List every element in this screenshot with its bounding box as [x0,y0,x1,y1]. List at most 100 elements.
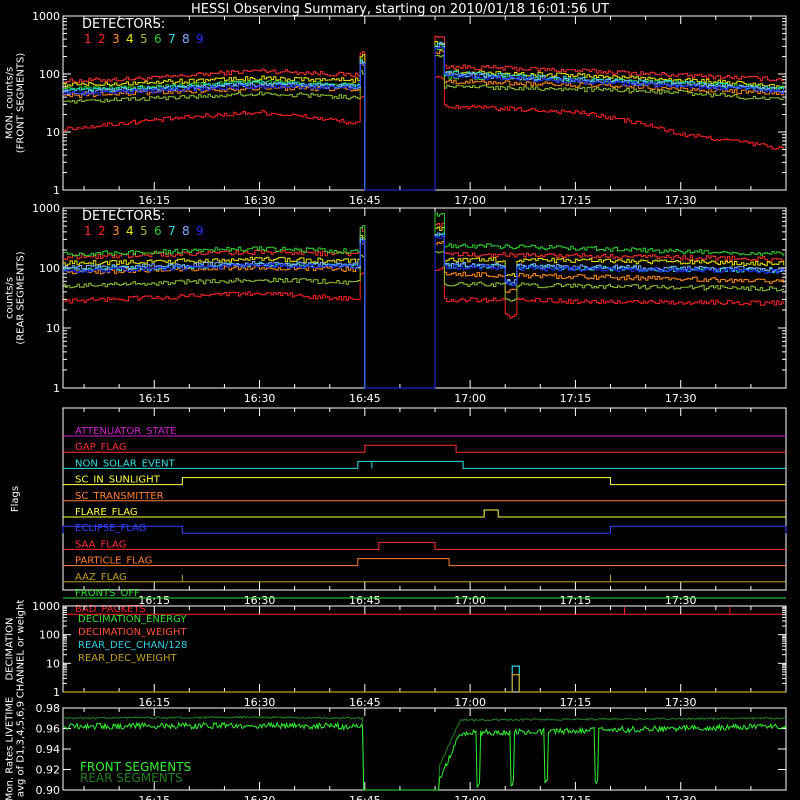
livetime-panel-ylabel-line: avg of D1,3,4,5,6,9 [16,701,27,797]
rear-panel-xtick-label: 17:15 [560,392,592,405]
decimation-panel-xtick-label: 17:30 [665,696,697,709]
livetime-panel-xtick-label: 17:15 [560,794,592,800]
flags-panel-xtick-label: 17:00 [454,594,486,607]
rear-panel-ylabel: counts/s (REAR SEGMENTS) [5,251,27,344]
flags-panel-flag-line-gap_flag [63,444,786,453]
rear-panel-legend-digit: 6 [154,224,162,238]
front-panel-xtick-label: 16:15 [138,194,170,207]
rear-panel-ytick-label: 1 [53,382,60,395]
decimation-panel-ylabel: DECIMATION CHANNEL or weight [5,600,27,699]
livetime-panel-ytick-label: 0.94 [36,743,61,756]
flags-panel-flag-label: FLARE_FLAG [75,507,138,518]
front-panel-legend-digit: 9 [196,32,204,46]
flags-panel-flag-label: ATTENUATOR_STATE [75,426,176,437]
flags-panel-flag-label: SC_TRANSMITTER [75,491,164,502]
rear-panel-series-4 [63,226,785,389]
flags-panel-flag-line-aaz_flag [63,574,786,583]
decimation-panel-ytick-label: 10 [46,657,60,670]
decimation-panel-legend-1: DECIMATION_WEIGHT [78,627,187,638]
flags-panel-flag-line-sc_in_sunlight [63,477,786,486]
front-panel-series-2 [63,75,785,191]
rear-panel-xtick-label: 16:30 [244,392,276,405]
rear-panel-legend-title: DETECTORS: [82,209,165,224]
decimation-panel-ytick-label: 1000 [32,600,60,613]
front-panel-ylabel-line: MON. counts/s [5,67,16,139]
flags-panel-flag-line-saa_flag [63,541,786,550]
flags-panel-flag-label: PARTICLE_FLAG [75,556,152,567]
livetime-panel-xtick-label: 17:00 [454,794,486,800]
rear-panel-xtick-label: 16:15 [138,392,170,405]
front-panel-legend-digit: 8 [182,32,190,46]
front-panel-xtick-label: 17:30 [665,194,697,207]
flags-panel-ylabel: Flags [10,486,21,512]
flags-panel-flag-label: NON_SOLAR_EVENT [75,458,176,469]
front-panel-legend-digit: 1 [84,32,92,46]
front-panel-ytick-label: 10 [46,126,60,139]
flags-panel-flag-line-eclipse_flag [62,525,787,534]
flags-panel-frame [62,407,787,591]
flags-panel-flag-label: SC_IN_SUNLIGHT [75,475,161,486]
rear-panel-series-5 [63,251,785,389]
flags-panel-xtick-label: 16:45 [349,594,381,607]
rear-panel-legend-digit: 8 [182,224,190,238]
front-panel-ylabel: MON. counts/s (FRONT SEGMENTS) [5,53,27,154]
front-panel-ylabel-line: (FRONT SEGMENTS) [16,53,27,154]
front-panel-series-7 [63,41,785,191]
flags-panel-xtick-label: 16:30 [244,594,276,607]
front-panel-xtick-label: 17:15 [560,194,592,207]
panels-group: 16:15 16:30 16:45 17:00 17:15 17:301101001000… [5,10,787,800]
flags-panel-xtick-label: 17:15 [560,594,592,607]
figure-title: HESSI Observing Summary, starting on 201… [191,2,609,17]
livetime-panel-xtick-label: 16:45 [349,794,381,800]
front-panel-ytick-label: 1 [53,184,60,197]
flags-panel-flag-label: ECLIPSE_FLAG [75,523,146,534]
livetime-panel-series-1 [62,721,787,791]
front-panel-ytick-label: 100 [39,68,60,81]
front-panel-legend-digit: 5 [140,32,148,46]
rear-panel-ytick-label: 10 [46,322,60,335]
front-panel-legend-digit: 6 [154,32,162,46]
front-panel-series-8 [63,42,785,191]
flags-panel-xtick-label: 17:30 [665,594,697,607]
rear-panel-xtick-label: 17:30 [665,392,697,405]
livetime-panel-xtick-label: 16:30 [244,794,276,800]
decimation-panel-legend-3: REAR_DEC_WEIGHT [78,653,177,664]
livetime-panel-ytick-label: 0.90 [36,784,61,797]
flags-panel-xtick-label: 16:15 [138,594,170,607]
decimation-panel-legend-2: REAR_DEC_CHAN/128 [78,640,187,651]
front-panel-series-1 [63,35,784,191]
livetime-panel-ytick-label: 0.98 [36,702,61,715]
livetime-panel-ylabel-line: Mon. Rates LIVETIME [5,697,16,800]
rear-panel-ytick-label: 1000 [32,202,60,215]
rear-panel-legend-digit: 5 [140,224,148,238]
rear-panel-series-9 [63,235,785,389]
flags-panel-ylabel-line: Flags [10,486,21,512]
livetime-panel-xtick-label: 17:30 [665,794,697,800]
flags-panel-flag-line-non_solar_event [63,460,786,469]
decimation-panel-ylabel-line: CHANNEL or weight [16,600,27,699]
front-panel-xtick-label: 16:30 [244,194,276,207]
rear-panel-xtick-label: 17:00 [454,392,486,405]
rear-panel-legend-digit: 9 [196,224,204,238]
rear-panel-series-8 [63,232,785,389]
rear-panel-series-3 [63,241,785,389]
front-panel-legend-digit: 7 [168,32,176,46]
decimation-panel-ytick-label: 100 [39,629,60,642]
flags-panel-flag-label: AAZ_FLAG [75,572,127,583]
front-panel-series-6 [63,45,785,191]
livetime-panel-legend-1: REAR SEGMENTS [80,771,183,785]
decimation-panel-series-3 [63,674,786,693]
livetime-panel-xtick-label: 16:15 [138,794,170,800]
front-panel-legend-digit: 2 [98,32,106,46]
rear-panel-series-2 [63,267,785,389]
front-panel-legend-digit: 3 [112,32,120,46]
decimation-panel-xtick-label: 16:30 [244,696,276,709]
decimation-panel-xtick-label: 17:15 [560,696,592,709]
front-panel-legend-digit: 4 [126,32,134,46]
rear-panel-xtick-label: 16:45 [349,392,381,405]
rear-panel-legend-digit: 1 [84,224,92,238]
rear-panel-legend-digit: 2 [98,224,106,238]
decimation-panel-xtick-label: 17:00 [454,696,486,709]
front-panel-ytick-label: 1000 [32,10,60,23]
rear-panel-ylabel-line: (REAR SEGMENTS) [16,251,27,344]
